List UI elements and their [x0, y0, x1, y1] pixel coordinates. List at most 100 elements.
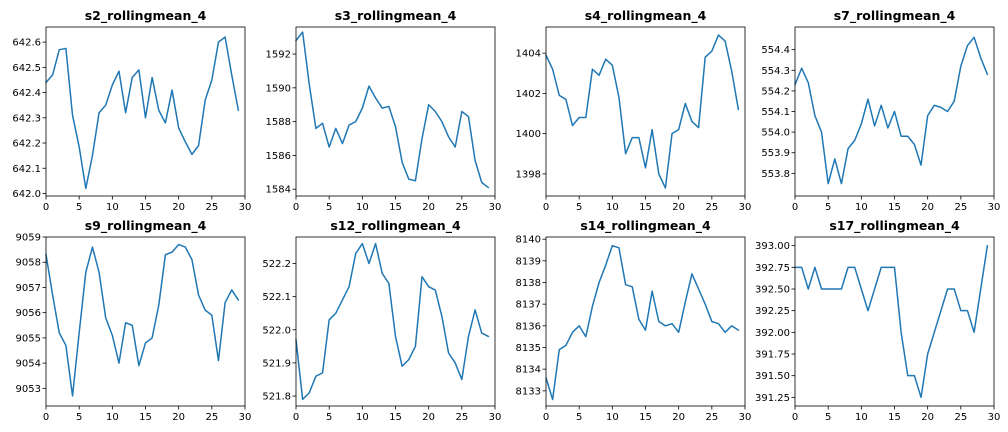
x-tick-label: 25 — [705, 202, 718, 213]
x-tick-label: 15 — [139, 412, 152, 423]
y-tick-label: 392.50 — [755, 285, 790, 296]
x-tick-label: 30 — [988, 412, 1001, 423]
x-tick-label: 15 — [888, 412, 901, 423]
x-tick-label: 15 — [389, 202, 402, 213]
y-tick-label: 521.9 — [262, 358, 291, 369]
x-tick-label: 5 — [576, 202, 582, 213]
y-tick-label: 391.75 — [755, 350, 790, 361]
x-tick-label: 30 — [739, 202, 752, 213]
x-tick-label: 20 — [672, 412, 685, 423]
x-tick-label: 30 — [489, 202, 502, 213]
y-tick-label: 1584 — [266, 185, 291, 196]
y-tick-label: 8140 — [516, 235, 541, 246]
y-tick-label: 642.0 — [12, 189, 41, 200]
y-tick-label: 642.3 — [12, 113, 41, 124]
y-tick-label: 1586 — [266, 151, 291, 162]
x-tick-label: 25 — [205, 412, 218, 423]
y-tick-label: 393.00 — [755, 241, 790, 252]
x-tick-label: 20 — [921, 412, 934, 423]
y-tick-label: 554.1 — [761, 107, 790, 118]
y-tick-label: 9059 — [16, 233, 41, 244]
y-tick-label: 1400 — [516, 129, 541, 140]
x-tick-label: 5 — [326, 202, 332, 213]
series-line — [295, 31, 490, 189]
y-tick-label: 392.00 — [755, 328, 790, 339]
y-tick-label: 9058 — [16, 258, 41, 269]
y-tick-label: 642.2 — [12, 139, 41, 150]
series-line — [545, 244, 740, 401]
x-tick-label: 20 — [172, 412, 185, 423]
y-tick-label: 554.0 — [761, 128, 790, 139]
chart-title: s12_rollingmean_4 — [330, 218, 461, 234]
y-tick-label: 553.8 — [761, 169, 790, 180]
x-tick-label: 30 — [489, 412, 502, 423]
x-tick-label: 15 — [139, 202, 152, 213]
x-tick-label: 15 — [639, 202, 652, 213]
series-line — [545, 34, 740, 189]
chart-title: s4_rollingmean_4 — [585, 8, 707, 24]
y-tick-label: 642.6 — [12, 38, 41, 49]
x-tick-label: 0 — [543, 412, 549, 423]
series-line — [45, 36, 240, 190]
chart-title: s14_rollingmean_4 — [580, 218, 711, 234]
chart-title: s7_rollingmean_4 — [834, 8, 956, 24]
x-tick-label: 25 — [954, 202, 967, 213]
y-tick-label: 391.50 — [755, 371, 790, 382]
x-tick-label: 5 — [76, 202, 82, 213]
x-tick-label: 25 — [455, 412, 468, 423]
x-tick-label: 10 — [106, 202, 119, 213]
series-line — [794, 36, 989, 185]
y-tick-label: 391.25 — [755, 393, 790, 404]
y-tick-label: 1404 — [516, 49, 541, 60]
x-tick-label: 15 — [639, 412, 652, 423]
x-tick-label: 0 — [792, 412, 798, 423]
y-tick-label: 9053 — [16, 384, 41, 395]
x-tick-label: 5 — [576, 412, 582, 423]
x-tick-label: 20 — [422, 202, 435, 213]
y-tick-label: 554.2 — [761, 86, 790, 97]
y-tick-label: 1588 — [266, 117, 291, 128]
y-tick-label: 1398 — [516, 169, 541, 180]
x-tick-label: 30 — [239, 412, 252, 423]
x-tick-label: 5 — [825, 202, 831, 213]
x-tick-label: 30 — [988, 202, 1001, 213]
x-tick-label: 10 — [356, 202, 369, 213]
series-line — [45, 243, 240, 397]
x-tick-label: 10 — [606, 202, 619, 213]
x-tick-label: 0 — [43, 412, 49, 423]
x-tick-label: 25 — [455, 202, 468, 213]
y-tick-label: 554.3 — [761, 66, 790, 77]
y-tick-label: 642.4 — [12, 88, 41, 99]
y-tick-label: 554.4 — [761, 45, 790, 56]
y-tick-label: 9056 — [16, 308, 41, 319]
x-tick-label: 10 — [855, 412, 868, 423]
y-tick-label: 8133 — [516, 386, 541, 397]
series-line — [794, 244, 989, 399]
x-tick-label: 10 — [855, 202, 868, 213]
x-tick-label: 20 — [172, 202, 185, 213]
x-tick-label: 15 — [888, 202, 901, 213]
y-tick-label: 392.75 — [755, 263, 790, 274]
x-tick-label: 0 — [43, 202, 49, 213]
x-tick-label: 0 — [792, 202, 798, 213]
x-tick-label: 0 — [293, 412, 299, 423]
x-tick-label: 5 — [326, 412, 332, 423]
y-tick-label: 9054 — [16, 359, 41, 370]
chart-title: s9_rollingmean_4 — [85, 218, 207, 234]
y-tick-label: 1592 — [266, 50, 291, 61]
y-tick-label: 8135 — [516, 343, 541, 354]
chart-title: s3_rollingmean_4 — [335, 8, 457, 24]
x-tick-label: 30 — [739, 412, 752, 423]
x-tick-label: 0 — [293, 202, 299, 213]
series-line — [295, 242, 490, 401]
y-tick-label: 1402 — [516, 89, 541, 100]
y-tick-label: 1590 — [266, 83, 291, 94]
x-tick-label: 0 — [543, 202, 549, 213]
y-tick-label: 9055 — [16, 333, 41, 344]
